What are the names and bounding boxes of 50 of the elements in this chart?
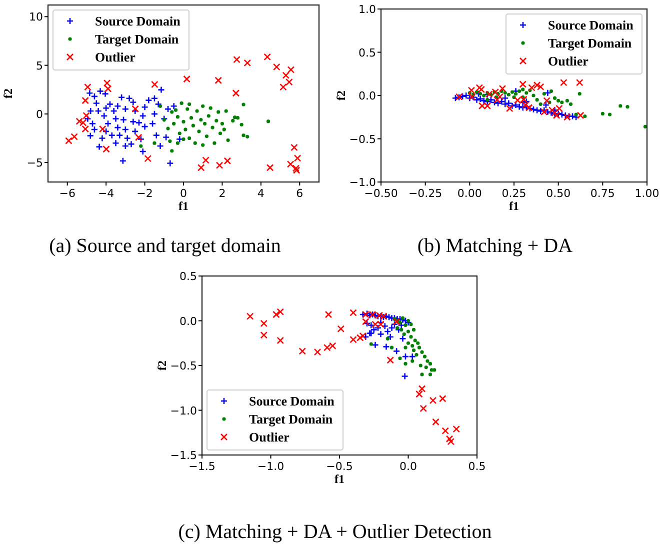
y-tick-label: 0.5 [180, 270, 197, 283]
y-axis-title: f2 [334, 90, 348, 100]
x-tick-label: −6 [59, 187, 76, 200]
text: (a) Source and target domain [49, 235, 281, 257]
y-axis-title: f2 [155, 360, 169, 370]
y-tick-label: −5 [26, 156, 43, 170]
x-tick-label: −0.50 [364, 187, 398, 200]
y-tick-label: −1.5 [170, 449, 197, 462]
x-tick-label: −0.5 [326, 460, 353, 473]
x-tick-label: 0.50 [546, 187, 571, 200]
legend-label: Target Domain [95, 32, 180, 46]
x-tick-label: 2 [218, 187, 226, 200]
x-tick-label: 1.00 [634, 187, 660, 200]
legend-label: Outlier [95, 50, 136, 64]
y-tick-label: 5 [36, 59, 43, 72]
y-tick-label: 0.0 [358, 90, 376, 102]
y-tick-label: −1.0 [170, 404, 197, 418]
x-axis-title: f1 [334, 472, 344, 486]
legend-label: Source Domain [95, 14, 182, 28]
x-tick-label: 0.75 [590, 187, 615, 200]
x-tick-label: 0.5 [468, 460, 486, 473]
x-tick-label: −0.25 [408, 187, 442, 200]
legend-label: Outlier [249, 430, 290, 444]
x-tick-label: −1.0 [257, 460, 284, 473]
text: (b) Matching + DA [417, 235, 574, 257]
legend-label: Target Domain [249, 412, 334, 426]
y-tick-label: 1.0 [358, 3, 376, 16]
x-tick-label: −4 [98, 187, 114, 200]
x-axis-title: f1 [509, 199, 519, 213]
x-tick-label: 0.0 [400, 460, 417, 473]
y-tick-label: −0.5 [349, 132, 376, 146]
y-tick-label: −0.5 [170, 360, 197, 372]
legend-label: Source Domain [548, 18, 634, 32]
y-tick-label: 0 [36, 108, 43, 121]
x-tick-label: 0.00 [457, 187, 482, 200]
x-tick-label: −1.5 [188, 460, 216, 473]
x-tick-label: −2 [136, 187, 153, 200]
x-axis-title: f1 [178, 199, 188, 213]
y-tick-label: 0.0 [180, 314, 197, 328]
x-tick-label: 0.25 [502, 187, 526, 200]
x-tick-label: 4 [257, 187, 264, 200]
legend-label: Source Domain [249, 394, 336, 408]
y-tick-label: 0.5 [358, 46, 376, 60]
legend-label: Target Domain [548, 36, 632, 50]
y-tick-label: 10 [29, 10, 43, 24]
y-axis-title: f2 [1, 88, 15, 98]
text: (c) Matching + DA + Outlier Detection [178, 521, 492, 543]
x-tick-label: 6 [296, 187, 304, 200]
y-tick-label: −1.0 [349, 176, 376, 189]
legend-label: Outlier [548, 54, 589, 68]
